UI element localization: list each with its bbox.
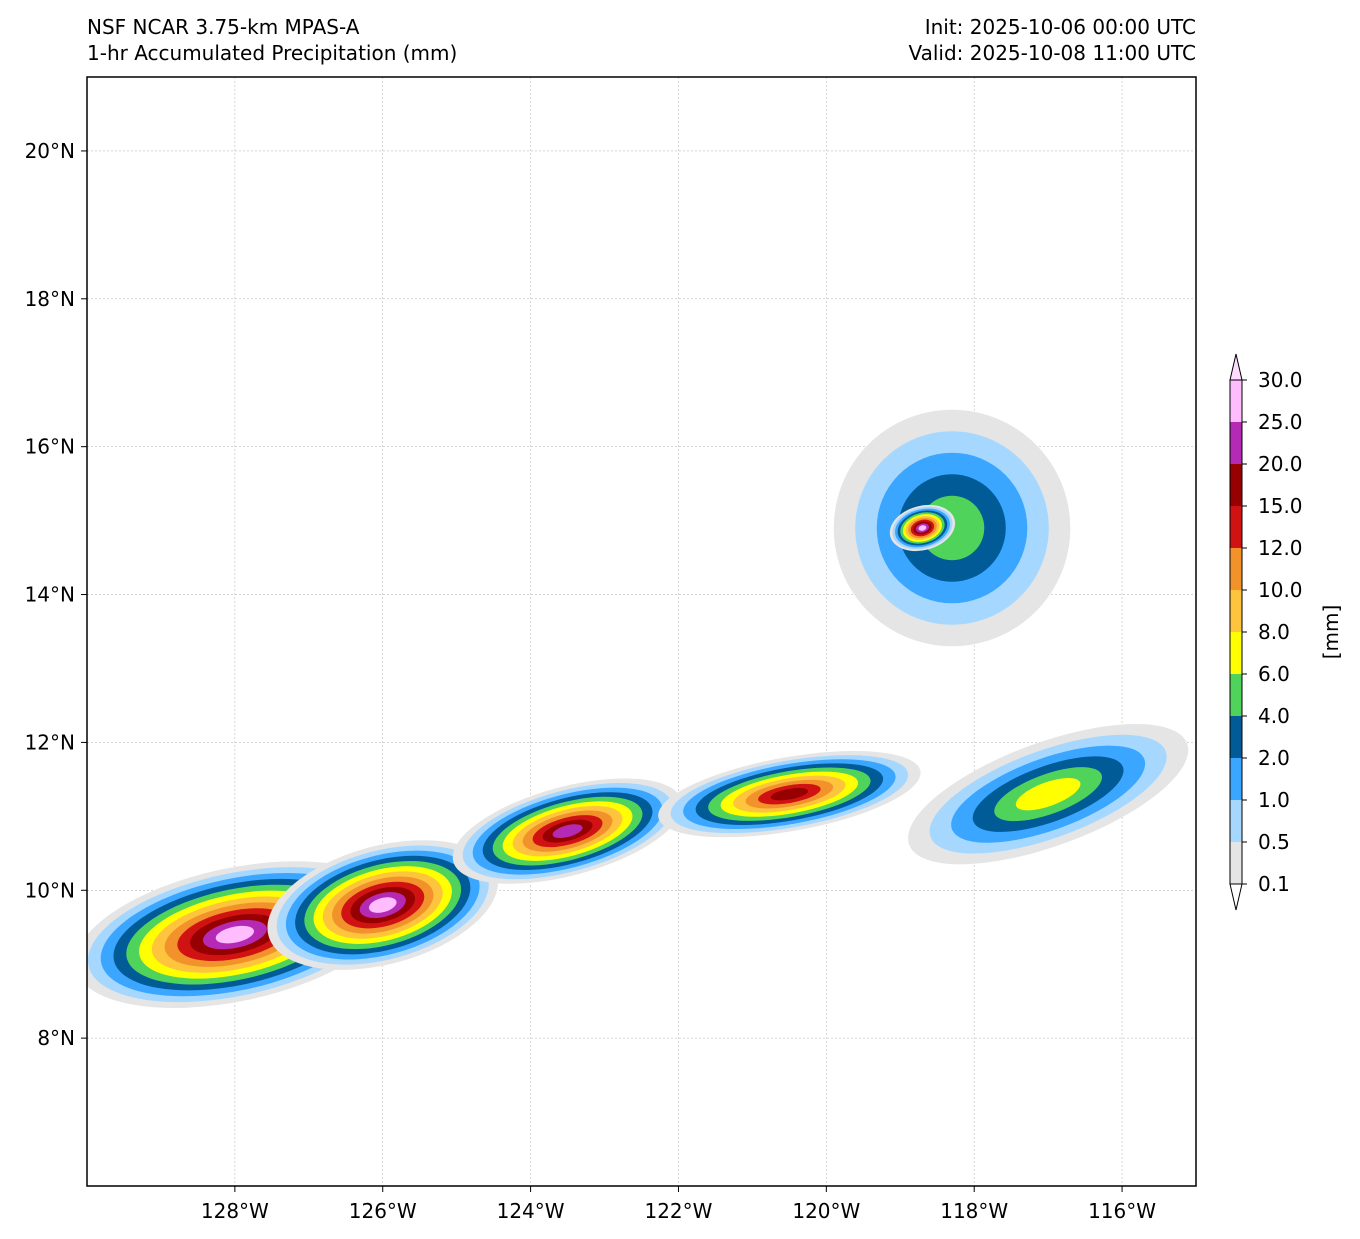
- map-background: [87, 77, 1196, 1186]
- axis-ticks: 128°W 126°W 124°W 122°W 120°W 118°W 116°W 8°N 10…: [25, 139, 1157, 1223]
- itcz-band-central: [452, 778, 683, 884]
- colorbar-tick-label: 25.0: [1258, 410, 1303, 434]
- lon-tick-label: 124°W: [497, 1199, 565, 1223]
- lat-tick-label: 10°N: [25, 878, 75, 902]
- itcz-band-east-level-15.0: [770, 787, 809, 801]
- colorbar-tick-label: 15.0: [1258, 494, 1303, 518]
- cyclone-eyewall: [889, 504, 956, 552]
- colorbar-extend-bottom: [1229, 883, 1243, 911]
- lon-tick-label: 128°W: [201, 1199, 269, 1223]
- colorbar-tick-label: 1.0: [1258, 788, 1290, 812]
- lon-tick-label: 122°W: [644, 1199, 712, 1223]
- itcz-band-central-west-level-25.0: [368, 897, 397, 913]
- title-right: Init: 2025-10-06 00:00 UTC Valid: 2025-1…: [908, 14, 1196, 66]
- colorbar-tick-label: 2.0: [1258, 746, 1290, 770]
- valid-time: Valid: 2025-10-08 11:00 UTC: [908, 41, 1196, 65]
- colorbar-segment: [1230, 548, 1242, 590]
- itcz-band-far-east-level-6.0: [1015, 777, 1081, 811]
- colorbar-segment: [1230, 464, 1242, 506]
- colorbar-segment: [1230, 506, 1242, 548]
- precipitation-field: [87, 409, 1189, 1008]
- colorbar-segment: [1230, 716, 1242, 758]
- colorbar-segment: [1230, 632, 1242, 674]
- colorbar-segment: [1230, 422, 1242, 464]
- itcz-band-west-level-25.0: [215, 925, 255, 944]
- itcz-band-central-level-20.0: [552, 824, 583, 838]
- colorbar-tick-label: 10.0: [1258, 578, 1303, 602]
- lon-tick-label: 120°W: [792, 1199, 860, 1223]
- colorbar-tick-label: 30.0: [1258, 368, 1303, 392]
- itcz-band-central-west: [267, 840, 499, 970]
- colorbar-tick-label: 0.1: [1258, 872, 1290, 896]
- colorbar-extend-top: [1229, 353, 1243, 381]
- colorbar-unit-label: [mm]: [1319, 605, 1343, 660]
- lon-tick-label: 118°W: [940, 1199, 1008, 1223]
- cyclone-eyewall-level-25.0: [918, 525, 927, 531]
- colorbar-tick-label: 6.0: [1258, 662, 1290, 686]
- lon-tick-label: 126°W: [349, 1199, 417, 1223]
- map-frame: [86, 76, 1197, 1187]
- colorbar-tick-label: 0.5: [1258, 830, 1290, 854]
- lat-tick-label: 12°N: [25, 730, 75, 754]
- colorbar-segment: [1230, 842, 1242, 884]
- lon-tick-label: 116°W: [1088, 1199, 1156, 1223]
- colorbar-segment: [1230, 674, 1242, 716]
- colorbar-segment: [1230, 758, 1242, 800]
- title-left: NSF NCAR 3.75-km MPAS-A 1-hr Accumulated…: [87, 14, 457, 66]
- colorbar: 0.1 0.5 1.0 2.0 4.0 6.0 8.0 10.0 12.0 15.0 20.0 25.…: [1229, 353, 1343, 911]
- colorbar-tick-label: 20.0: [1258, 452, 1303, 476]
- colorbar-segment: [1230, 800, 1242, 842]
- field-name: 1-hr Accumulated Precipitation (mm): [87, 41, 458, 65]
- colorbar-segment: [1230, 380, 1242, 422]
- lat-tick-label: 14°N: [25, 583, 75, 607]
- itcz-band-east: [658, 751, 921, 838]
- init-time: Init: 2025-10-06 00:00 UTC: [924, 15, 1196, 39]
- colorbar-tick-label: 8.0: [1258, 620, 1290, 644]
- colorbar-tick-label: 4.0: [1258, 704, 1290, 728]
- colorbar-segment: [1230, 590, 1242, 632]
- lat-tick-label: 20°N: [25, 139, 75, 163]
- itcz-band-far-east: [908, 723, 1189, 865]
- lat-tick-label: 8°N: [37, 1026, 75, 1050]
- lat-tick-label: 16°N: [25, 435, 75, 459]
- model-name: NSF NCAR 3.75-km MPAS-A: [87, 15, 360, 39]
- lat-tick-label: 18°N: [25, 287, 75, 311]
- colorbar-tick-label: 12.0: [1258, 536, 1303, 560]
